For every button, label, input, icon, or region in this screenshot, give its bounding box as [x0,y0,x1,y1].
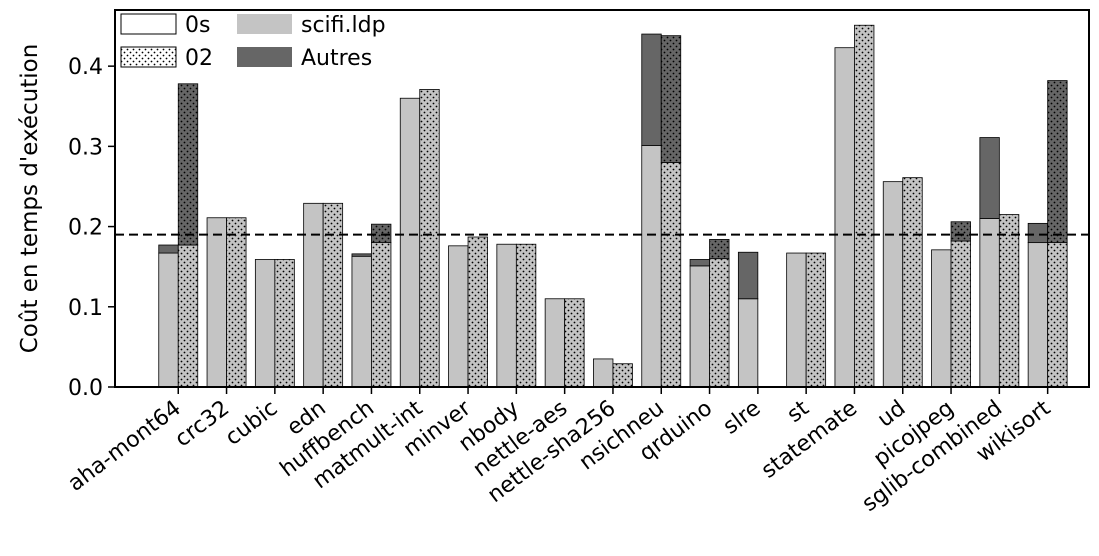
bar-0s-scifi-minver [449,246,469,387]
bar-02-hatch-sglib-combined [999,215,1019,387]
bar-02-hatch-nettle-sha256 [613,364,633,387]
bar-02-hatch-cubic [275,259,295,387]
bar-02-hatch-minver [468,237,488,387]
legend-label: Autres [301,46,372,71]
legend-entry-scifi.ldp: scifi.ldp [237,13,386,38]
bar-0s-scifi-edn [304,203,324,387]
y-tick-label: 0.4 [68,55,103,80]
bar-0s-scifi-aha-mont64 [159,253,179,387]
legend-entry-0s: 0s [121,13,210,38]
y-axis: 0.0 0.1 0.2 0.3 0.4 [68,55,115,401]
bar-02-hatch-statemate [854,25,874,387]
bar-0s-scifi-nsichneu [642,146,662,387]
bar-0s-scifi-slre [738,299,758,387]
legend-swatch-hatch [121,47,176,67]
bar-0s-autres-nsichneu [642,34,662,145]
bar-0s-autres-slre [738,252,758,299]
legend-label: 0s [185,13,210,38]
bar-0s-scifi-crc32 [207,218,227,387]
bar-02-hatch-crc32 [227,218,247,387]
bars-layer [159,25,1067,387]
bar-02-hatch-edn [323,203,343,387]
legend-swatch [237,14,292,34]
bar-0s-scifi-nettle-aes [545,299,565,387]
x-tick-label-aha-mont64: aha-mont64 [64,396,186,497]
bar-0s-scifi-huffbench [352,256,372,387]
legend-entry-02: 02 [121,46,213,71]
bar-0s-autres-huffbench [352,254,372,256]
bar-0s-scifi-ud [883,182,903,387]
bar-0s-autres-sglib-combined [980,138,1000,219]
bar-0s-scifi-qrduino [690,266,710,387]
legend-entry-Autres: Autres [237,46,372,71]
legend-label: 02 [185,46,213,71]
bar-0s-scifi-sglib-combined [980,219,1000,387]
y-tick-label: 0.3 [68,135,103,160]
bar-02-hatch-huffbench [371,224,391,387]
x-tick-label-statemate: statemate [757,396,862,484]
bar-02-hatch-matmult-int [420,89,440,387]
legend-label: scifi.ldp [301,13,386,38]
y-axis-title: Coût en temps d'exécution [17,44,43,354]
bar-0s-scifi-nbody [497,244,516,387]
legend-swatch [121,14,176,34]
bar-0s-autres-wikisort [1028,223,1048,242]
bar-0s-scifi-cubic [255,259,275,387]
bar-0s-scifi-st [787,253,807,387]
x-tick-label-slre: slre [719,396,766,440]
x-tick-label-cubic: cubic [221,396,283,451]
bar-02-hatch-picojpeg [951,222,971,387]
y-tick-label: 0.0 [68,376,103,401]
bar-0s-scifi-picojpeg [932,250,952,387]
x-tick-label-crc32: crc32 [171,396,235,453]
bar-0s-autres-qrduino [690,259,710,265]
bar-02-hatch-st [806,253,826,387]
bar-02-hatch-nettle-aes [565,299,585,387]
legend: 0s 02 scifi.ldp Autres [121,13,386,71]
bar-0s-scifi-wikisort [1028,243,1048,387]
y-tick-label: 0.1 [68,296,103,321]
bar-0s-scifi-statemate [835,48,855,387]
bar-02-hatch-nsichneu [661,36,681,387]
bar-02-hatch-qrduino [710,239,730,387]
y-tick-label: 0.2 [68,216,103,241]
bar-0s-scifi-matmult-int [400,98,420,387]
legend-swatch [237,47,292,67]
bar-02-hatch-nbody [516,244,536,387]
bar-0s-scifi-nettle-sha256 [593,359,613,387]
bar-02-hatch-ud [903,178,923,387]
bar-0s-autres-aha-mont64 [159,245,179,253]
